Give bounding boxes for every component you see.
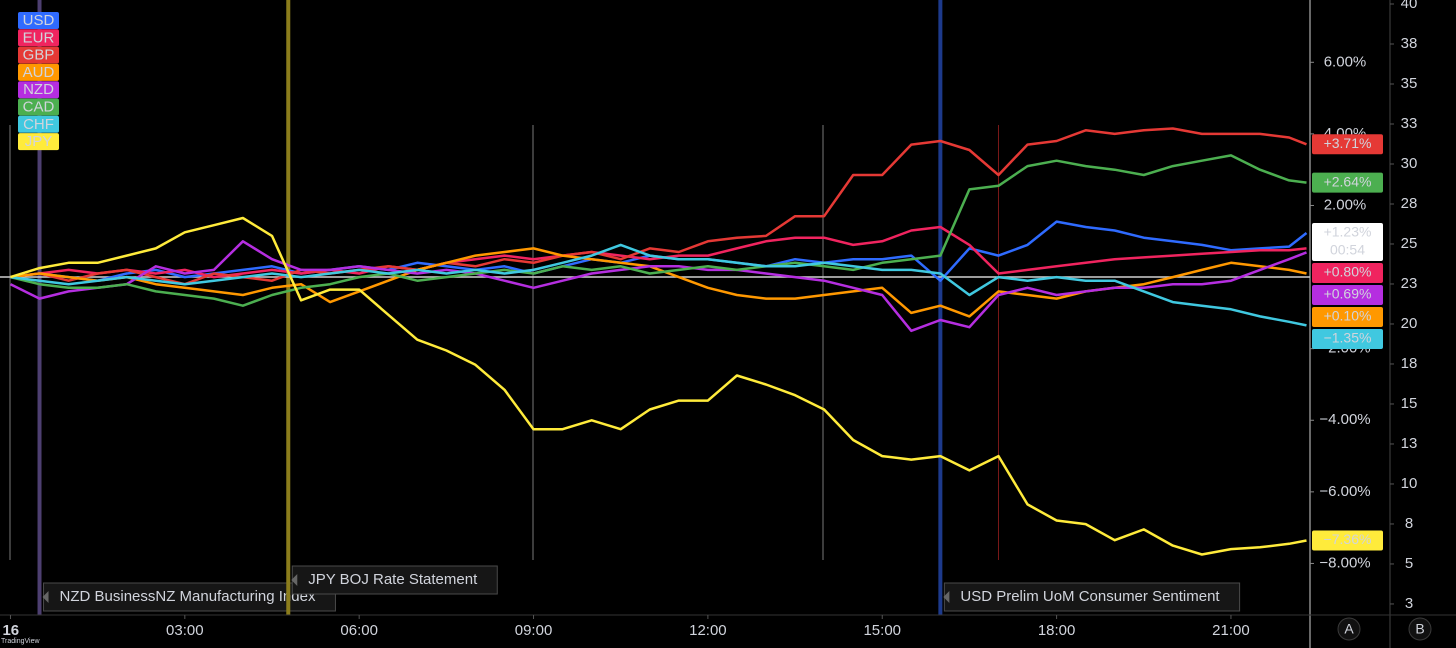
legend-label: NZD bbox=[23, 81, 54, 98]
end-label-box bbox=[1312, 329, 1383, 350]
y2-tick-label: 23 bbox=[1401, 275, 1418, 292]
y2-tick-label: 20 bbox=[1401, 315, 1418, 332]
end-label-box bbox=[1312, 223, 1383, 262]
series-line bbox=[10, 243, 1307, 327]
end-label: +1.23% bbox=[1324, 224, 1372, 240]
event-label: USD Prelim UoM Consumer Sentiment bbox=[960, 588, 1220, 605]
end-label-box bbox=[1312, 134, 1383, 155]
y2-tick-label: 28 bbox=[1401, 195, 1418, 212]
x-tick-label: 18:00 bbox=[1038, 622, 1076, 639]
end-labels: +3.71% +2.64% +1.23% 00:54 +0.80% +0.69% +0.10… bbox=[1312, 134, 1383, 551]
end-label: +0.10% bbox=[1324, 308, 1372, 324]
event-label: NZD BusinessNZ Manufacturing Index bbox=[60, 588, 316, 605]
y2-tick-label: 33 bbox=[1401, 115, 1418, 132]
legend-swatch bbox=[18, 46, 59, 64]
x-tick-label: 21:00 bbox=[1212, 622, 1250, 639]
event-label: JPY BOJ Rate Statement bbox=[308, 571, 478, 588]
x-tick-label: 09:00 bbox=[515, 622, 553, 639]
axis-button-label: A bbox=[1344, 621, 1354, 637]
y2-tick-label: 40 bbox=[1401, 0, 1418, 12]
y-tick-label: −4.00% bbox=[1319, 411, 1370, 428]
end-label-box bbox=[1312, 172, 1383, 193]
legend-swatch bbox=[18, 29, 59, 47]
series-line bbox=[10, 154, 1307, 307]
y2-tick-label: 10 bbox=[1401, 475, 1418, 492]
y2-tick-label: 5 bbox=[1405, 555, 1413, 572]
x-tick-label: 06:00 bbox=[340, 622, 378, 639]
x-tick-label: 12:00 bbox=[689, 622, 727, 639]
end-label-box bbox=[1312, 263, 1383, 284]
event-box bbox=[291, 565, 498, 595]
legend-swatch bbox=[18, 98, 59, 116]
axis-button-label: B bbox=[1415, 621, 1424, 637]
legend-label: JPY bbox=[25, 133, 53, 150]
y2-tick-label: 18 bbox=[1401, 355, 1418, 372]
y2-tick-label: 15 bbox=[1401, 395, 1418, 412]
series-line bbox=[9, 240, 1307, 333]
legend-label: GBP bbox=[23, 47, 55, 64]
y2-tick-label: 3 bbox=[1405, 595, 1413, 612]
y2-tick-label: 30 bbox=[1401, 155, 1418, 172]
end-label: +3.71% bbox=[1324, 135, 1372, 151]
legend-label: CHF bbox=[23, 116, 54, 133]
legend-swatch bbox=[18, 115, 59, 133]
axis-button[interactable] bbox=[1408, 617, 1432, 641]
legend-label: USD bbox=[23, 12, 55, 29]
legend-label: EUR bbox=[23, 29, 55, 46]
legend-label: CAD bbox=[23, 98, 55, 115]
y-tick-label: 2.00% bbox=[1324, 196, 1367, 213]
y2-tick-label: 38 bbox=[1401, 35, 1418, 52]
y2-tick-label: 8 bbox=[1405, 515, 1413, 532]
countdown: 00:54 bbox=[1330, 242, 1365, 258]
end-label: −7.36% bbox=[1324, 531, 1372, 547]
lines bbox=[9, 127, 1308, 556]
y2-tick-label: 25 bbox=[1401, 235, 1418, 252]
legend-swatch bbox=[18, 63, 59, 81]
x-tick-label: 03:00 bbox=[166, 622, 204, 639]
event-pointer bbox=[943, 591, 950, 603]
x-tick-label: 16 bbox=[2, 622, 19, 639]
series-line bbox=[10, 216, 1307, 556]
end-label: +0.80% bbox=[1324, 264, 1372, 280]
legend-swatch bbox=[18, 81, 59, 99]
end-label-box bbox=[1312, 285, 1383, 306]
y-tick-label: −8.00% bbox=[1319, 554, 1370, 571]
y2-tick-label: 35 bbox=[1401, 75, 1418, 92]
end-label-box bbox=[1312, 307, 1383, 328]
y2-tick-label: 13 bbox=[1401, 435, 1418, 452]
x-tick-label: 15:00 bbox=[863, 622, 901, 639]
end-label: +2.64% bbox=[1324, 173, 1372, 189]
end-label-box bbox=[1312, 530, 1383, 551]
end-label: +0.69% bbox=[1324, 286, 1372, 302]
end-label: −1.35% bbox=[1324, 330, 1372, 346]
y-tick-label: 6.00% bbox=[1324, 53, 1367, 70]
y-tick-label: −6.00% bbox=[1319, 483, 1370, 500]
series-line bbox=[10, 127, 1307, 286]
legend-swatch bbox=[18, 12, 59, 29]
axis-button[interactable] bbox=[1337, 617, 1361, 641]
legend-label: AUD bbox=[23, 64, 55, 81]
legend-swatch bbox=[18, 133, 59, 151]
brand: TradingView bbox=[1, 638, 40, 645]
event-pointer bbox=[291, 574, 298, 586]
event-pointer bbox=[42, 591, 49, 603]
